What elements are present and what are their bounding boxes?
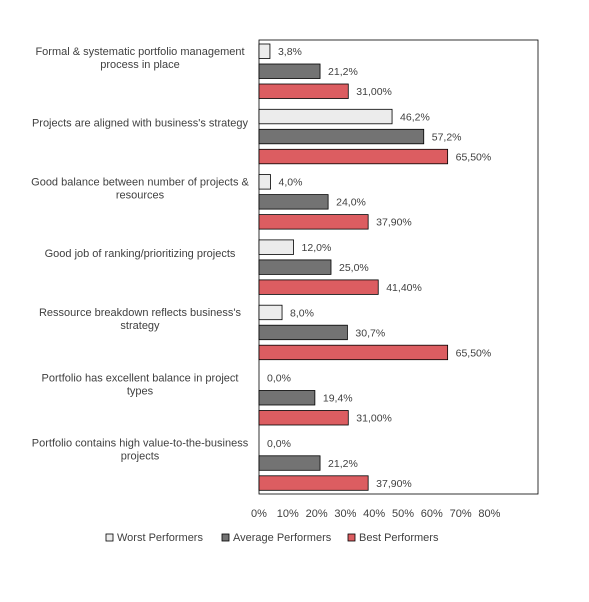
category-labels: Formal & systematic portfolio management… xyxy=(31,46,249,463)
data-label: 4,0% xyxy=(279,177,303,189)
legend-label: Worst Performers xyxy=(117,532,203,544)
bar-1-1 xyxy=(258,43,271,59)
bars xyxy=(258,43,449,491)
x-tick-label: 80% xyxy=(478,508,500,520)
data-label: 41,40% xyxy=(386,282,422,294)
bar-2-6 xyxy=(258,390,316,406)
category-label: Portfolio has excellent balance in proje… xyxy=(42,372,239,384)
legend-label: Best Performers xyxy=(359,532,439,544)
data-label: 19,4% xyxy=(323,393,353,405)
data-label: 37,90% xyxy=(376,478,412,490)
bar-2-3 xyxy=(258,194,329,210)
data-label: 31,00% xyxy=(356,413,392,425)
data-labels: 3,8% 21,2% 31,00% 46,2%57,2% 65,50% 4,0% 24,0%… xyxy=(267,46,491,490)
category-label: Good job of ranking/prioritizing project… xyxy=(45,248,236,260)
category-label: projects xyxy=(121,451,160,463)
data-label: 37,90% xyxy=(376,217,412,229)
bar-2-1 xyxy=(258,63,321,79)
x-tick-label: 40% xyxy=(363,508,385,520)
bar-1-4 xyxy=(258,239,294,255)
data-label: 65,50% xyxy=(456,347,492,359)
bar-3-2 xyxy=(258,148,449,165)
data-label: 3,8% xyxy=(278,46,302,58)
bar-2-5 xyxy=(258,324,348,341)
bar-1-2 xyxy=(258,108,393,125)
x-axis-ticks: 0% 10% 20% 30% 40% 50% 60% 70% 80% xyxy=(251,508,501,520)
x-tick-label: 70% xyxy=(450,508,472,520)
bar-3-7 xyxy=(258,475,369,491)
data-label: 0,0% xyxy=(267,373,291,385)
legend: Worst Performers Average Performers Best P… xyxy=(105,532,439,544)
x-tick-label: 50% xyxy=(392,508,414,520)
bar-1-3 xyxy=(258,174,271,190)
data-label: 25,0% xyxy=(339,262,369,274)
bar-3-4 xyxy=(258,279,379,295)
x-tick-label: 30% xyxy=(334,508,356,520)
bar-3-5 xyxy=(258,344,449,361)
x-tick-label: 20% xyxy=(306,508,328,520)
legend-label: Average Performers xyxy=(233,532,332,544)
bar-2-7 xyxy=(258,455,321,471)
bar-3-6 xyxy=(258,410,349,426)
category-label: Projects are aligned with business's str… xyxy=(32,118,249,130)
x-tick-label: 10% xyxy=(277,508,299,520)
x-tick-label: 60% xyxy=(421,508,443,520)
data-label: 0,0% xyxy=(267,438,291,450)
x-tick-label: 0% xyxy=(251,508,267,520)
data-label: 65,50% xyxy=(456,151,492,163)
category-label: Portfolio contains high value-to-the-bus… xyxy=(32,438,249,450)
category-label: Ressource breakdown reflects business's xyxy=(39,307,242,319)
category-label: types xyxy=(127,385,154,397)
data-label: 57,2% xyxy=(432,131,462,143)
data-label: 24,0% xyxy=(336,197,366,209)
category-label: Good balance between number of projects … xyxy=(31,176,249,188)
data-label: 21,2% xyxy=(328,66,358,78)
bar-1-5 xyxy=(258,304,283,321)
bar-2-4 xyxy=(258,259,332,275)
data-label: 31,00% xyxy=(356,86,392,98)
bar-3-3 xyxy=(258,214,369,230)
bar-2-2 xyxy=(258,128,425,145)
category-label: Formal & systematic portfolio management xyxy=(35,46,244,58)
data-label: 8,0% xyxy=(290,307,314,319)
legend-swatch xyxy=(347,533,356,542)
data-label: 21,2% xyxy=(328,458,358,470)
data-label: 46,2% xyxy=(400,111,430,123)
data-label: 12,0% xyxy=(302,242,332,254)
category-label: strategy xyxy=(120,320,160,332)
category-label: process in place xyxy=(100,59,180,71)
bar-3-1 xyxy=(258,83,349,99)
legend-swatch xyxy=(221,533,230,542)
category-label: resources xyxy=(116,189,165,201)
data-label: 30,7% xyxy=(355,327,385,339)
legend-swatch xyxy=(105,533,114,542)
